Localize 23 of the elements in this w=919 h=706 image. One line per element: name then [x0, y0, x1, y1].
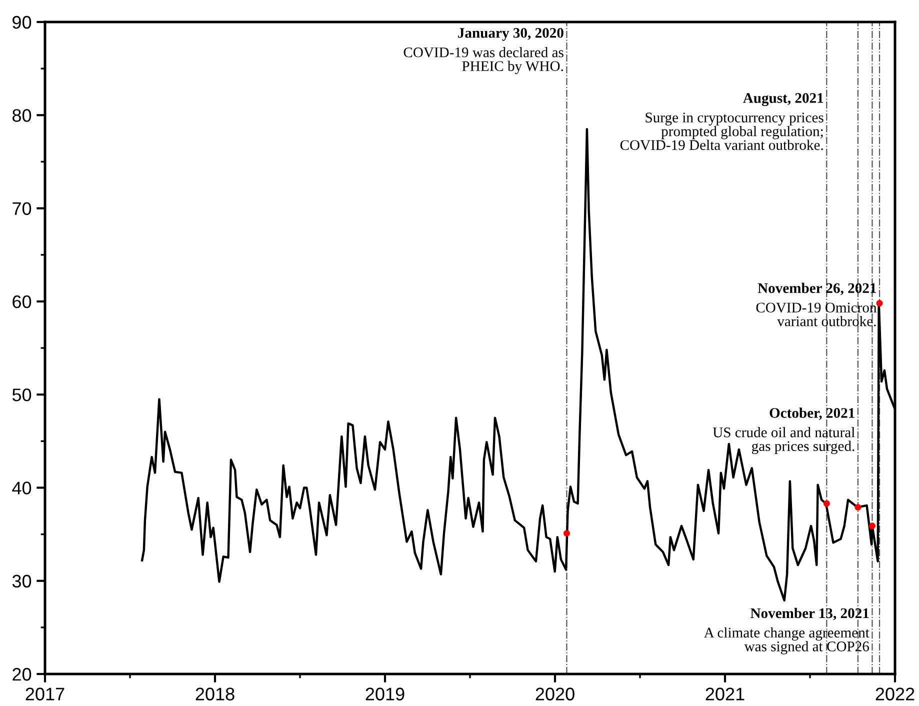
y-tick-label: 50	[12, 388, 32, 402]
x-tick-label: 2021	[706, 688, 744, 700]
y-tick-label: 60	[12, 295, 32, 308]
x-tick-label: 2017	[26, 688, 64, 700]
point	[563, 530, 570, 537]
y-tick-label: 40	[12, 482, 32, 494]
y-tick-label: 80	[12, 109, 32, 122]
y-tick-label: 90	[12, 16, 32, 29]
x-tick-label: 2020	[536, 688, 574, 700]
point	[876, 300, 883, 307]
x-tick-label: 2018	[196, 688, 234, 700]
x-tick-label: 2022	[876, 688, 914, 700]
annotation: August, 2021 Surge in cryptocurrency prices prompted global regulation; COVID-19 Delta variant outbroke.	[620, 93, 824, 150]
y-tick-label: 30	[12, 574, 32, 588]
annotation: November 26, 2021 COVID-19 Omicron variant outbroke.	[756, 282, 877, 326]
annotation: January 30, 2020 COVID-19 was declared as PHEIC by WHO.	[404, 28, 564, 74]
y-tick-label: 20	[12, 668, 32, 681]
point	[868, 522, 876, 530]
annotation: October, 2021 US crude oil and natural gas prices surged.	[712, 408, 855, 454]
point	[823, 500, 830, 507]
x-tick-label: 2019	[366, 688, 404, 700]
y-tick-label: 70	[12, 202, 32, 216]
point	[854, 504, 862, 511]
